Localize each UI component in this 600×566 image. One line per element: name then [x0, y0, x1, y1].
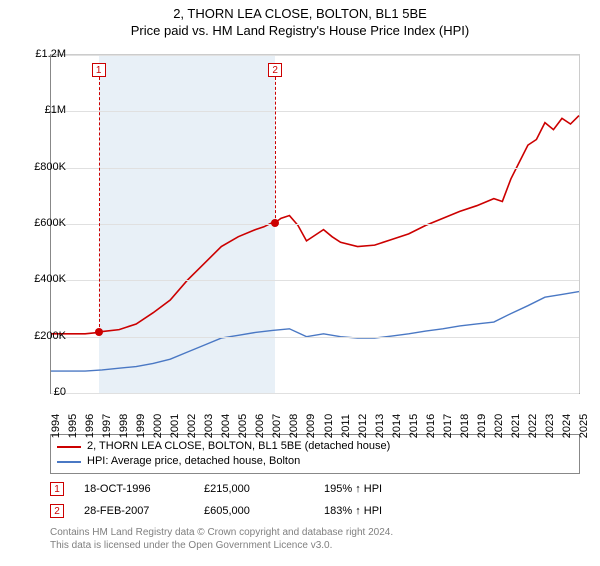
x-axis-label: 2022: [527, 414, 539, 438]
gridline: [51, 168, 579, 169]
y-axis-label: £1M: [45, 104, 66, 116]
footer-attribution: Contains HM Land Registry data © Crown c…: [50, 526, 393, 552]
x-axis-label: 1999: [135, 414, 147, 438]
gridline: [51, 393, 579, 394]
sale-marker-box: 2: [268, 63, 282, 77]
x-axis-label: 2003: [203, 414, 215, 438]
sale-row-marker: 1: [50, 482, 64, 496]
x-axis-label: 2021: [510, 414, 522, 438]
chart-plot-area: 12: [50, 54, 580, 394]
x-axis-label: 2016: [425, 414, 437, 438]
x-axis-label: 2005: [237, 414, 249, 438]
x-axis-label: 2023: [544, 414, 556, 438]
x-axis-label: 1997: [101, 414, 113, 438]
legend: 2, THORN LEA CLOSE, BOLTON, BL1 5BE (det…: [50, 434, 580, 474]
x-axis-label: 2012: [357, 414, 369, 438]
x-axis-label: 1995: [67, 414, 79, 438]
chart-container: 2, THORN LEA CLOSE, BOLTON, BL1 5BE Pric…: [0, 6, 600, 566]
sale-row: 1 18-OCT-1996 £215,000 195% ↑ HPI: [50, 478, 424, 500]
x-axis-label: 2019: [476, 414, 488, 438]
sale-price: £215,000: [204, 483, 304, 495]
gridline: [51, 337, 579, 338]
series-hpi: [51, 292, 579, 371]
x-axis-label: 1994: [50, 414, 62, 438]
x-axis-label: 2018: [459, 414, 471, 438]
sale-marker-line: [275, 77, 276, 223]
legend-label: HPI: Average price, detached house, Bolt…: [87, 454, 300, 469]
x-axis-label: 2007: [271, 414, 283, 438]
x-axis-label: 2015: [408, 414, 420, 438]
x-axis-label: 2013: [374, 414, 386, 438]
legend-item: 2, THORN LEA CLOSE, BOLTON, BL1 5BE (det…: [57, 439, 573, 454]
footer-line-2: This data is licensed under the Open Gov…: [50, 539, 393, 552]
sale-marker-dot: [271, 219, 279, 227]
x-axis-label: 2000: [152, 414, 164, 438]
sale-date: 28-FEB-2007: [84, 505, 184, 517]
gridline: [51, 55, 579, 56]
sale-row-marker: 2: [50, 504, 64, 518]
y-axis-label: £1.2M: [35, 48, 66, 60]
y-axis-label: £400K: [34, 273, 66, 285]
sale-hpi-pct: 195% ↑ HPI: [324, 483, 424, 495]
sale-marker-dot: [95, 328, 103, 336]
page-title: 2, THORN LEA CLOSE, BOLTON, BL1 5BE: [0, 6, 600, 21]
sale-marker-line: [99, 77, 100, 332]
legend-swatch: [57, 446, 81, 448]
x-axis-label: 2024: [561, 414, 573, 438]
x-axis-label: 2001: [169, 414, 181, 438]
gridline: [51, 224, 579, 225]
y-axis-label: £600K: [34, 217, 66, 229]
x-axis-label: 2002: [186, 414, 198, 438]
x-axis-label: 2017: [442, 414, 454, 438]
x-axis-label: 2010: [323, 414, 335, 438]
x-axis-label: 2006: [254, 414, 266, 438]
x-axis-label: 2004: [220, 414, 232, 438]
legend-swatch: [57, 461, 81, 463]
footer-line-1: Contains HM Land Registry data © Crown c…: [50, 526, 393, 539]
x-axis-label: 2020: [493, 414, 505, 438]
x-axis-label: 2025: [578, 414, 590, 438]
y-axis-label: £800K: [34, 161, 66, 173]
x-axis-label: 2011: [340, 414, 352, 438]
page-subtitle: Price paid vs. HM Land Registry's House …: [0, 23, 600, 38]
x-axis-label: 1996: [84, 414, 96, 438]
sale-price: £605,000: [204, 505, 304, 517]
y-axis-label: £0: [54, 386, 66, 398]
sales-table: 1 18-OCT-1996 £215,000 195% ↑ HPI 2 28-FEB-20…: [50, 478, 424, 522]
legend-item: HPI: Average price, detached house, Bolt…: [57, 454, 573, 469]
x-axis-label: 1998: [118, 414, 130, 438]
gridline: [51, 280, 579, 281]
x-axis-label: 2009: [305, 414, 317, 438]
x-axis-label: 2014: [391, 414, 403, 438]
y-axis-label: £200K: [34, 330, 66, 342]
sale-hpi-pct: 183% ↑ HPI: [324, 505, 424, 517]
sale-marker-box: 1: [92, 63, 106, 77]
legend-label: 2, THORN LEA CLOSE, BOLTON, BL1 5BE (det…: [87, 439, 390, 454]
x-axis-label: 2008: [288, 414, 300, 438]
sale-row: 2 28-FEB-2007 £605,000 183% ↑ HPI: [50, 500, 424, 522]
gridline: [51, 111, 579, 112]
sale-date: 18-OCT-1996: [84, 483, 184, 495]
